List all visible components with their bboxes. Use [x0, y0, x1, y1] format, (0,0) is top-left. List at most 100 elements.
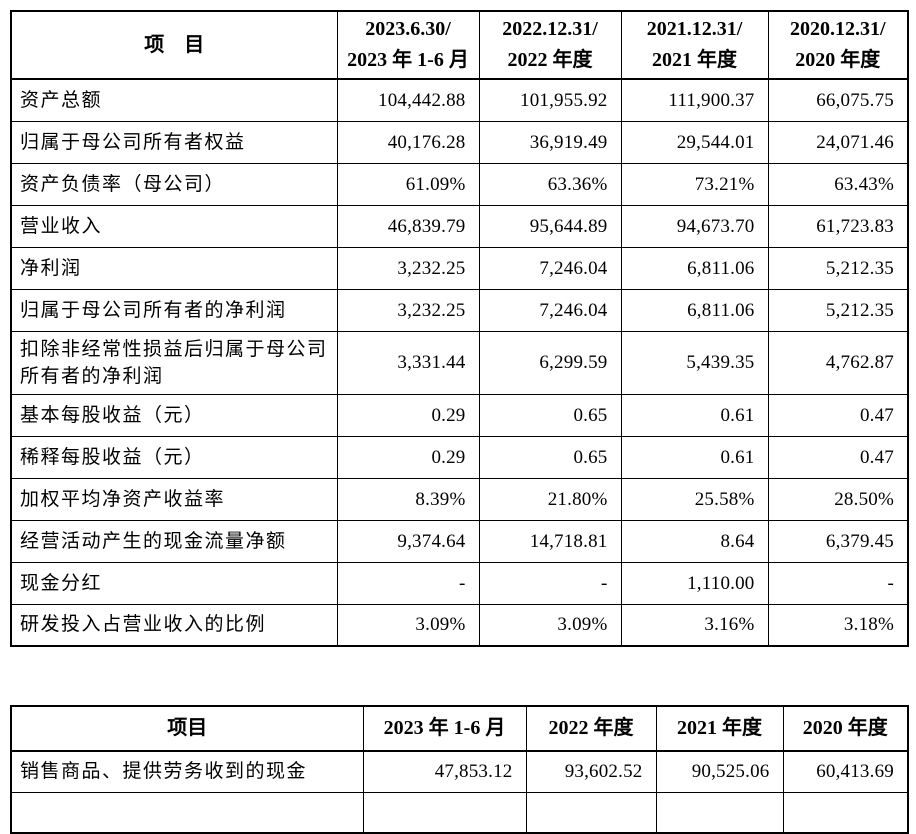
value-cell: 5,212.35: [767, 288, 909, 332]
value-cell: 7,246.04: [478, 288, 622, 332]
item-label: 营业收入: [10, 204, 338, 248]
value-cell: 46,839.79: [336, 204, 480, 248]
column-header-2023: 2023 年 1-6 月: [362, 705, 527, 752]
table-row: 研发投入占营业收入的比例 3.09% 3.09% 3.16% 3.18%: [10, 603, 909, 647]
value-cell: 9,374.64: [336, 519, 480, 563]
value-cell: 3.09%: [336, 603, 480, 647]
header-date-line: 2022.12.31/: [502, 18, 598, 40]
value-cell: 0.29: [336, 435, 480, 479]
header-period-line: 2023 年 1-6 月: [347, 49, 469, 71]
value-cell: 66,075.75: [767, 78, 909, 122]
value-cell: 6,811.06: [620, 288, 769, 332]
table-row: 资产负债率（母公司） 61.09% 63.36% 73.21% 63.43%: [10, 162, 909, 206]
value-cell: 0.65: [478, 393, 622, 437]
value-cell: 1,110.00: [620, 561, 769, 605]
value-cell: 104,442.88: [336, 78, 480, 122]
value-cell: 0.65: [478, 435, 622, 479]
header-period-line: 2022 年度: [507, 49, 593, 71]
value-cell: 3,232.25: [336, 288, 480, 332]
table-row: 归属于母公司所有者权益 40,176.28 36,919.49 29,544.01 24…: [10, 120, 909, 164]
value-cell: 8.39%: [336, 477, 480, 521]
value-cell: 6,299.59: [478, 330, 622, 395]
value-cell: 8.64: [620, 519, 769, 563]
header-date-line: 2023.6.30/: [365, 18, 451, 40]
table-header-row: 项目 2023 年 1-6 月 2022 年度 2021 年度 2020 年度: [10, 705, 909, 752]
value-cell: 36,919.49: [478, 120, 622, 164]
column-header-2020: 2020.12.31/ 2020 年度: [767, 10, 909, 80]
cash-flow-table: 项目 2023 年 1-6 月 2022 年度 2021 年度 2020 年度 …: [10, 705, 909, 834]
value-cell: 47,853.12: [362, 750, 527, 793]
header-period-line: 2020 年度: [795, 49, 881, 71]
value-cell: -: [767, 561, 909, 605]
value-cell: 3,232.25: [336, 246, 480, 290]
value-cell: 63.43%: [767, 162, 909, 206]
value-cell: 101,955.92: [478, 78, 622, 122]
value-cell: 73.21%: [620, 162, 769, 206]
value-cell: 40,176.28: [336, 120, 480, 164]
column-header-2021: 2021.12.31/ 2021 年度: [620, 10, 769, 80]
item-label: 销售商品、提供劳务收到的现金: [10, 750, 364, 793]
item-label: 资产总额: [10, 78, 338, 122]
value-cell: 90,525.06: [655, 750, 784, 793]
table-row: 基本每股收益（元） 0.29 0.65 0.61 0.47: [10, 393, 909, 437]
table-header-row: 项 目 2023.6.30/ 2023 年 1-6 月 2022.12.31/ …: [10, 10, 909, 80]
column-header-2022: 2022 年度: [525, 705, 657, 752]
value-cell: 0.61: [620, 393, 769, 437]
header-date-line: 2020.12.31/: [789, 18, 886, 40]
table-row: 销售商品、提供劳务收到的现金 47,853.12 93,602.52 90,525.0…: [10, 750, 909, 793]
value-cell: 6,379.45: [767, 519, 909, 563]
item-column-header: 项 目: [10, 10, 338, 80]
value-cell: 5,439.35: [620, 330, 769, 395]
value-cell: 6,811.06: [620, 246, 769, 290]
value-cell: 61.09%: [336, 162, 480, 206]
item-label: [10, 791, 364, 834]
value-cell: 60,413.69: [782, 750, 909, 793]
value-cell: 3,331.44: [336, 330, 480, 395]
table-row: 营业收入 46,839.79 95,644.89 94,673.70 61,723.83: [10, 204, 909, 248]
item-label: 稀释每股收益（元）: [10, 435, 338, 479]
item-label: 净利润: [10, 246, 338, 290]
table-row: 净利润 3,232.25 7,246.04 6,811.06 5,212.35: [10, 246, 909, 290]
value-cell: 0.61: [620, 435, 769, 479]
value-cell: 21.80%: [478, 477, 622, 521]
value-cell: 0.47: [767, 435, 909, 479]
financial-summary-table: 项 目 2023.6.30/ 2023 年 1-6 月 2022.12.31/ …: [10, 10, 909, 647]
item-label: 加权平均净资产收益率: [10, 477, 338, 521]
item-column-header: 项目: [10, 705, 364, 752]
item-label: 资产负债率（母公司）: [10, 162, 338, 206]
table-row: 扣除非经常性损益后归属于母公司所有者的净利润 3,331.44 6,299.59 5,…: [10, 330, 909, 395]
table-row-cutoff: [10, 791, 909, 834]
value-cell: 29,544.01: [620, 120, 769, 164]
column-header-2022: 2022.12.31/ 2022 年度: [478, 10, 622, 80]
value-cell: 28.50%: [767, 477, 909, 521]
value-cell: 3.09%: [478, 603, 622, 647]
value-cell: [362, 791, 527, 834]
item-label: 扣除非经常性损益后归属于母公司所有者的净利润: [10, 330, 338, 395]
item-label: 研发投入占营业收入的比例: [10, 603, 338, 647]
value-cell: 24,071.46: [767, 120, 909, 164]
value-cell: 61,723.83: [767, 204, 909, 248]
value-cell: 95,644.89: [478, 204, 622, 248]
column-header-2020: 2020 年度: [782, 705, 909, 752]
value-cell: 93,602.52: [525, 750, 657, 793]
table-row: 资产总额 104,442.88 101,955.92 111,900.37 66,075…: [10, 78, 909, 122]
table-row: 现金分红 - -1,110.00-: [10, 561, 909, 605]
value-cell: [655, 791, 784, 834]
value-cell: -: [478, 561, 622, 605]
value-cell: 5,212.35: [767, 246, 909, 290]
value-cell: [782, 791, 909, 834]
value-cell: 94,673.70: [620, 204, 769, 248]
item-label: 归属于母公司所有者权益: [10, 120, 338, 164]
column-header-2023: 2023.6.30/ 2023 年 1-6 月: [336, 10, 480, 80]
value-cell: -: [336, 561, 480, 605]
item-label: 基本每股收益（元）: [10, 393, 338, 437]
value-cell: 14,718.81: [478, 519, 622, 563]
header-date-line: 2021.12.31/: [646, 18, 743, 40]
table-row: 加权平均净资产收益率 8.39% 21.80% 25.58% 28.50%: [10, 477, 909, 521]
value-cell: 3.18%: [767, 603, 909, 647]
item-label: 归属于母公司所有者的净利润: [10, 288, 338, 332]
table-row: 稀释每股收益（元） 0.29 0.65 0.61 0.47: [10, 435, 909, 479]
item-label: 经营活动产生的现金流量净额: [10, 519, 338, 563]
value-cell: 0.47: [767, 393, 909, 437]
value-cell: 4,762.87: [767, 330, 909, 395]
